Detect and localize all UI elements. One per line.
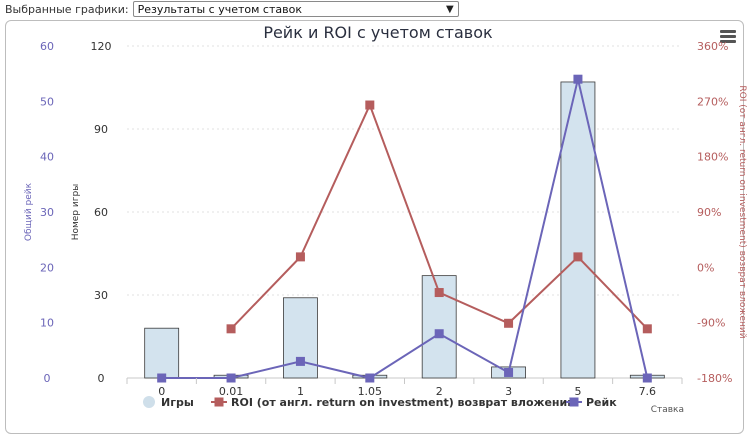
legend-label[interactable]: ROI (от англ. return on investment) возв… bbox=[231, 396, 575, 409]
bar-games[interactable] bbox=[144, 327, 180, 379]
left-outer-tick-label: 20 bbox=[40, 261, 54, 274]
series-point[interactable] bbox=[295, 356, 305, 366]
left-outer-tick-label: 30 bbox=[40, 206, 54, 219]
chart-selector-dropdown[interactable]: Результаты с учетом ставок ▼ bbox=[132, 1, 459, 17]
bar-games[interactable] bbox=[283, 297, 318, 379]
legend-label[interactable]: Рейк bbox=[586, 396, 617, 409]
chart-selector-bar: Выбранные графики: Результаты с учетом с… bbox=[5, 0, 459, 18]
series-point[interactable] bbox=[504, 367, 514, 377]
x-axis-label: Ставка bbox=[651, 405, 684, 415]
legend-marker[interactable] bbox=[143, 396, 155, 408]
x-tick-label: 2 bbox=[436, 385, 443, 398]
right-tick-label: 270% bbox=[697, 95, 728, 108]
chart-container bbox=[5, 20, 744, 434]
left-inner-axis-label: Номер игры bbox=[71, 184, 81, 241]
x-tick-label: 0 bbox=[158, 385, 165, 398]
series-point[interactable] bbox=[434, 329, 444, 339]
right-tick-label: 180% bbox=[697, 151, 728, 164]
left-inner-tick-label: 0 bbox=[98, 372, 105, 385]
left-inner-tick-label: 120 bbox=[91, 40, 112, 53]
series-line bbox=[161, 78, 649, 380]
chart-title: Рейк и ROI с учетом ставок bbox=[263, 23, 493, 42]
series-point[interactable] bbox=[573, 252, 583, 262]
series-point[interactable] bbox=[365, 373, 375, 383]
right-axis-label: ROI (от англ. return on investment) возв… bbox=[737, 85, 747, 338]
series-point[interactable] bbox=[157, 373, 167, 383]
x-tick-label: 3 bbox=[505, 385, 512, 398]
left-outer-tick-label: 40 bbox=[40, 151, 54, 164]
right-tick-label: -180% bbox=[697, 372, 732, 385]
series-point[interactable] bbox=[642, 324, 652, 334]
left-outer-axis-label: Общий рейк bbox=[24, 182, 34, 241]
chart-menu-icon[interactable] bbox=[719, 28, 737, 44]
chart-selector-value: Результаты с учетом ставок bbox=[137, 3, 302, 16]
left-outer-tick-label: 60 bbox=[40, 40, 54, 53]
x-tick-label: 7.6 bbox=[639, 385, 657, 398]
series-point[interactable] bbox=[573, 74, 583, 84]
left-outer-tick-label: 10 bbox=[40, 317, 54, 330]
right-tick-label: -90% bbox=[697, 317, 725, 330]
left-outer-tick-label: 0 bbox=[44, 372, 51, 385]
legend-marker[interactable] bbox=[569, 397, 579, 407]
series-point[interactable] bbox=[295, 252, 305, 262]
series-point[interactable] bbox=[365, 100, 375, 110]
left-inner-tick-label: 30 bbox=[94, 289, 108, 302]
series-point[interactable] bbox=[226, 373, 236, 383]
x-tick-label: 1 bbox=[297, 385, 304, 398]
chart-selector-label: Выбранные графики: bbox=[5, 2, 129, 16]
legend-marker[interactable] bbox=[214, 397, 224, 407]
x-tick-label: 5 bbox=[574, 385, 581, 398]
chevron-down-icon: ▼ bbox=[445, 4, 454, 15]
left-inner-tick-label: 90 bbox=[94, 123, 108, 136]
legend-label[interactable]: Игры bbox=[161, 396, 194, 409]
series-point[interactable] bbox=[642, 373, 652, 383]
series-point[interactable] bbox=[434, 288, 444, 298]
left-inner-tick-label: 60 bbox=[94, 206, 108, 219]
series-point[interactable] bbox=[504, 318, 514, 328]
right-tick-label: 90% bbox=[697, 206, 721, 219]
left-outer-tick-label: 50 bbox=[40, 95, 54, 108]
x-tick-label: 1.05 bbox=[358, 385, 383, 398]
series-point[interactable] bbox=[226, 324, 236, 334]
right-tick-label: 360% bbox=[697, 40, 728, 53]
x-tick-label: 0.01 bbox=[219, 385, 244, 398]
right-tick-label: 0% bbox=[697, 261, 714, 274]
